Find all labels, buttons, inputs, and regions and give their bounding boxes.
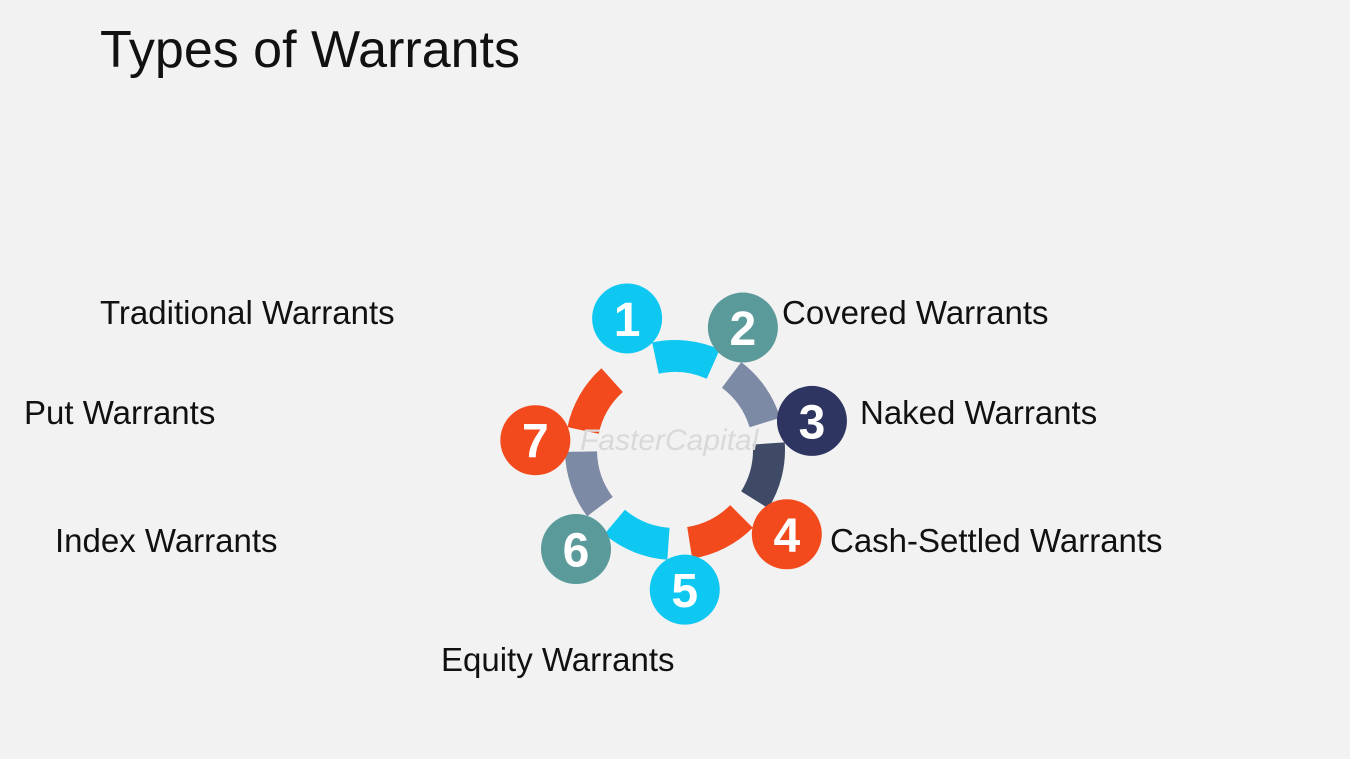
cycle-arc-4 <box>687 505 753 559</box>
badge-circle-5 <box>649 554 720 625</box>
label-naked-warrants: Naked Warrants <box>860 394 1098 431</box>
badge-circle-1 <box>592 283 663 354</box>
diagram-title: Types of Warrants <box>100 21 520 79</box>
cycle-arc-5 <box>604 509 670 560</box>
badge-circle-2 <box>707 292 778 363</box>
badge-number-6: 6 <box>563 524 590 577</box>
cycle-arc-2 <box>721 362 781 428</box>
cycle-arcs <box>565 340 785 560</box>
cycle-arc-7 <box>567 368 623 434</box>
badge-circle-6 <box>541 513 612 584</box>
cycle-arc-3 <box>741 442 785 509</box>
label-traditional-warrants: Traditional Warrants <box>100 294 395 331</box>
badge-number-7: 7 <box>522 416 549 469</box>
badge-number-2: 2 <box>730 303 757 356</box>
watermark-text: FasterCapital <box>580 424 760 457</box>
badge-circle-7 <box>500 405 571 476</box>
label-put-warrants: Put Warrants <box>24 394 216 431</box>
badge-number-5: 5 <box>671 565 698 618</box>
badge-circle-4 <box>751 499 822 570</box>
label-cash-settled-warrants: Cash-Settled Warrants <box>830 522 1163 559</box>
badge-number-3: 3 <box>799 396 826 449</box>
label-covered-warrants: Covered Warrants <box>782 294 1049 331</box>
cycle-arc-6 <box>565 451 613 517</box>
label-index-warrants: Index Warrants <box>55 522 278 559</box>
cycle-arc-1 <box>652 340 720 379</box>
badge-number-1: 1 <box>614 294 641 347</box>
badge-circle-3 <box>776 385 847 456</box>
badge-number-4: 4 <box>773 510 800 563</box>
label-equity-warrants: Equity Warrants <box>441 641 675 678</box>
